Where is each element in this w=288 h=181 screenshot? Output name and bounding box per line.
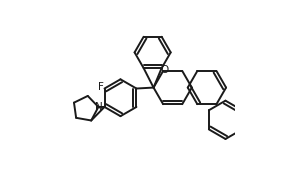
Text: O: O: [160, 65, 168, 75]
Text: N: N: [95, 102, 103, 112]
Text: F: F: [98, 82, 103, 92]
